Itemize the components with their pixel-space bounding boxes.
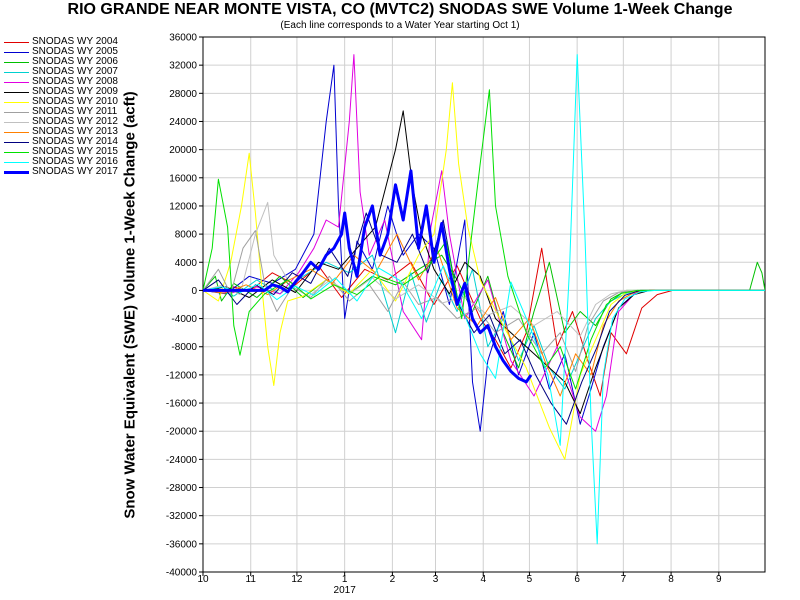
x-tick-label: 9 (716, 574, 722, 585)
legend-label: SNODAS WY 2014 (32, 136, 118, 147)
y-tick-label: 8000 (175, 230, 198, 241)
plot-border (202, 36, 766, 573)
legend-swatch (4, 162, 29, 163)
legend-swatch (4, 142, 29, 143)
series-line-snodas-wy-2005 (203, 64, 765, 432)
legend-label: SNODAS WY 2011 (32, 106, 118, 117)
x-tick-label: 1 (342, 574, 348, 585)
y-tick-label: 32000 (169, 61, 197, 72)
y-tick-label: -8000 (171, 342, 197, 353)
y-tick-label: 16000 (169, 173, 197, 184)
legend-swatch (4, 171, 29, 174)
y-tick-label: -16000 (166, 399, 198, 410)
x-tick-label: 11 (246, 574, 257, 585)
y-tick-label: -28000 (166, 483, 198, 494)
series-line-snodas-wy-2017 (203, 169, 533, 384)
x-tick-label: 2 (390, 574, 396, 585)
legend-swatch (4, 152, 29, 153)
x-tick-label: 3 (433, 574, 439, 585)
legend-label: SNODAS WY 2009 (32, 86, 118, 97)
series-line-snodas-wy-2009 (203, 110, 765, 415)
legend-swatch (4, 122, 29, 123)
legend-swatch (4, 92, 29, 93)
legend-swatch (4, 112, 29, 113)
legend-swatch (4, 102, 29, 103)
legend-label: SNODAS WY 2012 (32, 116, 118, 127)
x-tick-label: 4 (480, 574, 486, 585)
y-tick-label: -32000 (166, 511, 198, 522)
legend-label: SNODAS WY 2006 (32, 56, 118, 67)
legend-label: SNODAS WY 2013 (32, 126, 118, 137)
y-tick-label: 12000 (169, 201, 197, 212)
y-tick-label: 4000 (175, 258, 198, 269)
series-line-snodas-wy-2014 (203, 212, 765, 425)
y-tick-label: -40000 (166, 568, 198, 579)
chart-title: RIO GRANDE NEAR MONTE VISTA, CO (MVTC2) … (67, 1, 733, 18)
y-tick-label: -36000 (166, 539, 198, 550)
legend-label: SNODAS WY 2015 (32, 146, 118, 157)
y-tick-label: -24000 (166, 455, 198, 466)
series-line-snodas-wy-2011 (203, 230, 765, 372)
x-tick-label: 5 (527, 574, 533, 585)
y-tick-label: 36000 (169, 33, 197, 44)
legend-swatch (4, 132, 29, 133)
y-tick-label: 24000 (169, 117, 197, 128)
x-tick-label: 7 (621, 574, 627, 585)
x-tick-label: 10 (197, 574, 209, 585)
legend-label: SNODAS WY 2016 (32, 156, 118, 167)
y-tick-label: -4000 (171, 314, 197, 325)
y-tick-label: 20000 (169, 145, 197, 156)
x-tick-label: 12 (291, 574, 303, 585)
legend-swatch (4, 62, 29, 63)
x-tick-label: 8 (668, 574, 674, 585)
series-line-snodas-wy-2016 (203, 54, 765, 545)
y-tick-label: -12000 (166, 370, 198, 381)
legend-label: SNODAS WY 2007 (32, 66, 118, 77)
legend-swatch (4, 82, 29, 83)
x-year-label: 2017 (334, 585, 357, 596)
chart-subtitle: (Each line corresponds to a Water Year s… (280, 20, 520, 31)
legend-label: SNODAS WY 2004 (32, 36, 118, 47)
x-tick-label: 6 (574, 574, 580, 585)
series-line-snodas-wy-2010 (203, 82, 765, 460)
legend-swatch (4, 52, 29, 53)
y-tick-label: 0 (191, 286, 197, 297)
legend-label: SNODAS WY 2017 (32, 166, 118, 177)
legend-label: SNODAS WY 2005 (32, 46, 118, 57)
legend-label: SNODAS WY 2008 (32, 76, 118, 87)
legend-swatch (4, 42, 29, 43)
y-tick-label: -20000 (166, 427, 198, 438)
legend-label: SNODAS WY 2010 (32, 96, 118, 107)
series-line-snodas-wy-2012 (203, 201, 765, 337)
legend-swatch (4, 72, 29, 73)
series-line-snodas-wy-2008 (203, 54, 765, 432)
y-tick-label: 28000 (169, 89, 197, 100)
